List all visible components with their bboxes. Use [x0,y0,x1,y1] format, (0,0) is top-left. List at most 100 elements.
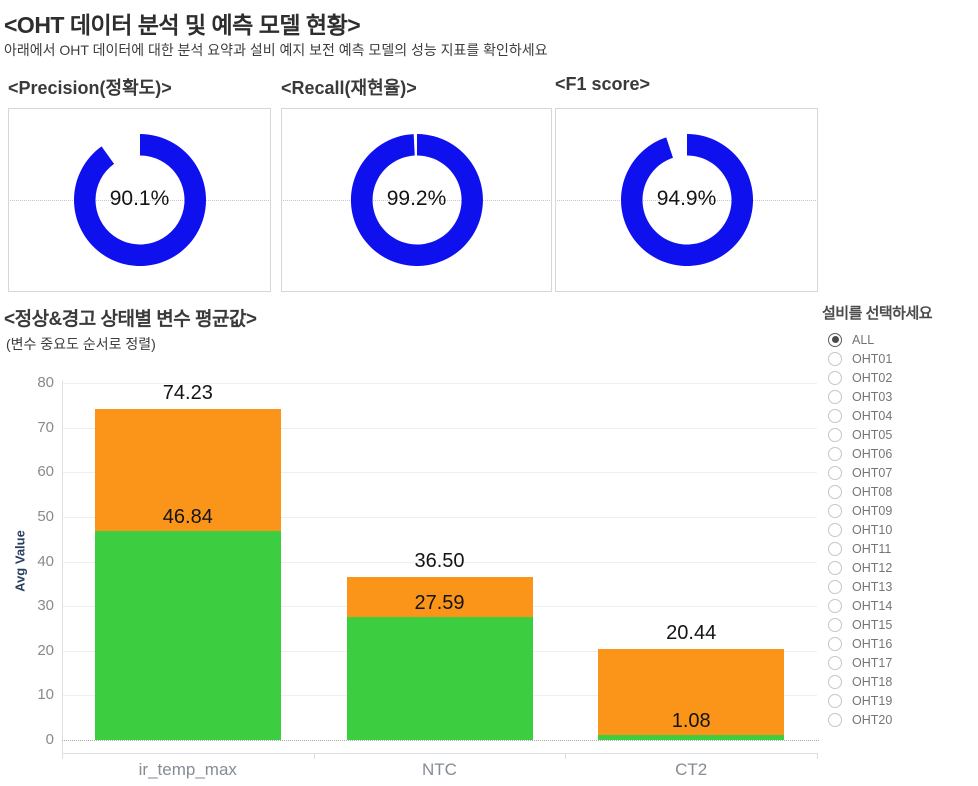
bar-segment-green-CT2[interactable] [598,735,785,740]
donut-chart-f1[interactable] [613,126,761,274]
radio-option-OHT19[interactable]: OHT19 [828,691,978,710]
gauge-title-f1: <F1 score> [555,74,651,94]
donut-arc[interactable] [73,134,206,266]
y-tick-label: 70 [37,418,54,436]
radio-option-OHT08[interactable]: OHT08 [828,482,978,501]
bar-segment-green-NTC[interactable] [346,616,533,740]
gauge-value-precision: 90.1% [109,187,170,211]
radio-circle[interactable] [828,427,842,442]
y-tick-label: 80 [37,374,54,391]
gridline [62,516,817,518]
radio-option-OHT10[interactable]: OHT10 [828,520,978,539]
bar-chart-title: <정상&경고 상태별 변수 평균값> [4,309,257,330]
radio-label: OHT03 [852,389,893,404]
bar-segment-orange-CT2[interactable] [598,648,785,736]
radio-option-OHT02[interactable]: OHT02 [828,368,978,387]
gauge-title-precision: <Precision(정확도)> [8,78,172,98]
radio-option-OHT03[interactable]: OHT03 [828,387,978,406]
radio-circle[interactable] [828,484,842,499]
donut-arc[interactable] [350,134,483,266]
radio-circle[interactable] [828,560,842,575]
radio-label: OHT17 [852,655,893,670]
category-label-ir_temp_max: ir_temp_max [138,760,237,779]
radio-circle[interactable] [828,389,842,404]
radio-option-OHT14[interactable]: OHT14 [828,596,978,615]
bar-segment-orange-NTC[interactable] [346,577,533,617]
y-tick-label: 10 [37,686,54,704]
radio-option-OHT20[interactable]: OHT20 [828,710,978,729]
bar-total-label-NTC: 36.50 [414,550,465,573]
radio-label: OHT10 [852,522,893,537]
radio-option-OHT12[interactable]: OHT12 [828,558,978,577]
gauge-card-recall: 99.2% [281,108,552,292]
bar-segment-green-ir_temp_max[interactable] [94,531,281,740]
radio-option-OHT07[interactable]: OHT07 [828,463,978,482]
radio-option-OHT05[interactable]: OHT05 [828,425,978,444]
radio-option-OHT04[interactable]: OHT04 [828,406,978,425]
radio-circle[interactable] [828,598,842,613]
bar-segment-orange-ir_temp_max[interactable] [94,408,281,531]
gridline [62,383,817,384]
radio-circle[interactable] [828,351,842,366]
radio-circle[interactable] [828,541,842,556]
radio-label: OHT20 [852,712,893,727]
radio-option-OHT11[interactable]: OHT11 [828,539,978,558]
donut-chart-recall[interactable] [343,126,491,274]
bar-segment-label-NTC: 27.59 [414,591,465,614]
radio-option-OHT18[interactable]: OHT18 [828,672,978,691]
radio-option-OHT06[interactable]: OHT06 [828,444,978,463]
radio-circle[interactable] [828,522,842,537]
radio-circle[interactable] [828,636,842,651]
radio-label: OHT11 [852,541,892,556]
radio-label: OHT06 [852,446,893,461]
radio-circle[interactable] [828,712,842,727]
radio-option-ALL[interactable]: ALL [828,330,978,349]
radio-circle[interactable] [828,655,842,670]
radio-option-OHT17[interactable]: OHT17 [828,653,978,672]
radio-circle[interactable] [828,408,842,423]
radio-option-OHT16[interactable]: OHT16 [828,634,978,653]
y-tick-label: 40 [37,552,54,570]
radio-circle[interactable] [828,674,842,689]
radio-circle[interactable] [828,332,842,347]
page-title: <OHT 데이터 분석 및 예측 모델 현황> [4,12,361,38]
radio-label: OHT19 [852,693,893,708]
y-axis-title: Avg Value [12,530,28,592]
radio-circle[interactable] [828,617,842,632]
equipment-radio-list: ALL OHT01 OHT02 OHT03 OHT04 OHT05 OHT06 OHT07 OH… [822,330,978,729]
radio-circle[interactable] [828,370,842,385]
radio-label: OHT07 [852,465,893,480]
donut-chart-precision[interactable] [66,126,214,274]
category-boundary-tick [565,753,567,759]
gridline [62,561,817,563]
radio-option-OHT01[interactable]: OHT01 [828,349,978,368]
radio-circle[interactable] [828,446,842,461]
y-axis-line [62,380,63,759]
y-tick-label: 50 [37,507,54,525]
radio-option-OHT13[interactable]: OHT13 [828,577,978,596]
radio-circle[interactable] [828,465,842,480]
radio-label: OHT05 [852,427,893,442]
radio-option-OHT15[interactable]: OHT15 [828,615,978,634]
radio-circle[interactable] [828,503,842,518]
equipment-selector-title: 설비를 선택하세요 [822,305,933,322]
radio-label: OHT16 [852,636,893,651]
gridline [62,427,817,429]
gridline [62,472,817,474]
zero-line [62,740,819,741]
bar-total-label-CT2: 20.44 [666,621,717,644]
radio-circle[interactable] [828,579,842,594]
donut-arc[interactable] [620,134,753,266]
y-tick-label: 30 [37,597,54,615]
equipment-selector: 설비를 선택하세요 ALL OHT01 OHT02 OHT03 OHT04 OHT05 OH… [822,302,978,729]
bar-segment-label-ir_temp_max: 46.84 [162,506,213,528]
radio-circle[interactable] [828,693,842,708]
radio-label: OHT14 [852,598,893,613]
radio-label: OHT02 [852,370,893,385]
radio-label: OHT09 [852,503,893,518]
radio-label: OHT04 [852,408,893,423]
gauge-value-recall: 99.2% [386,187,447,211]
gauge-card-precision: 90.1% [8,108,271,292]
radio-option-OHT09[interactable]: OHT09 [828,501,978,520]
page-subtitle: 아래에서 OHT 데이터에 대한 분석 요약과 설비 예지 보전 예측 모델의 … [4,42,548,58]
